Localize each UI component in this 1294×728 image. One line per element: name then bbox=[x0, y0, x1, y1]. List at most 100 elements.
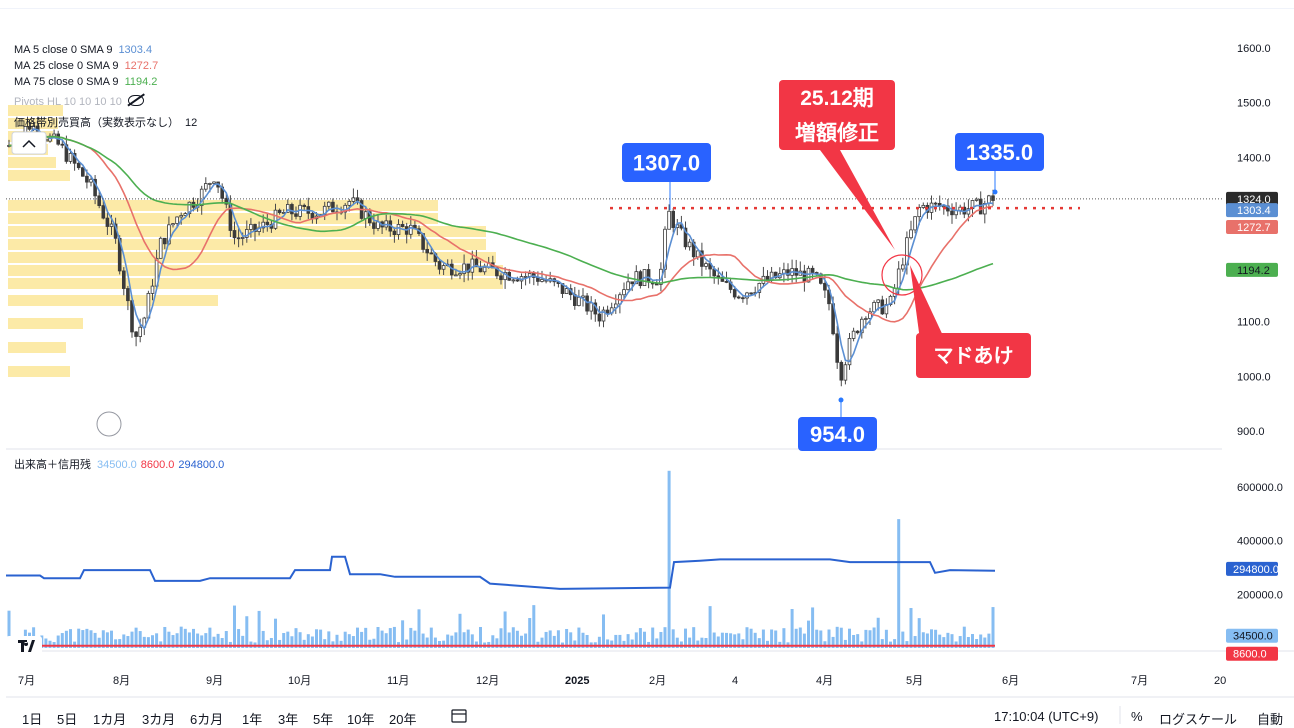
volume-bar bbox=[499, 628, 503, 648]
auto-scale-toggle[interactable]: 自動 bbox=[1257, 712, 1284, 727]
candle-body bbox=[175, 216, 179, 224]
volume-bar bbox=[7, 610, 11, 648]
volume-bar bbox=[187, 632, 191, 648]
volume-bar bbox=[274, 618, 277, 648]
candle-body bbox=[249, 223, 253, 230]
top-border bbox=[0, 8, 1294, 9]
volume-bar bbox=[901, 631, 905, 648]
volume-bar bbox=[491, 635, 495, 648]
legend-ma25[interactable]: MA 25 close 0 SMA 9 1272.7 bbox=[14, 59, 158, 73]
volume-bar bbox=[126, 636, 130, 648]
hidden-eye-icon[interactable] bbox=[127, 95, 144, 106]
candle-body bbox=[101, 205, 106, 219]
candle-body bbox=[162, 237, 167, 245]
chevron-up-icon bbox=[22, 139, 36, 148]
candle-body bbox=[671, 210, 675, 228]
gap-callout-box bbox=[916, 333, 1031, 378]
volume-bar bbox=[745, 627, 749, 648]
volume-tag-margin-label: 294800.0 bbox=[1233, 564, 1279, 576]
candle-body bbox=[950, 210, 954, 216]
candle-body bbox=[581, 295, 585, 298]
candle-body bbox=[408, 224, 413, 235]
volume-bar bbox=[938, 634, 942, 648]
volume-bar bbox=[720, 632, 724, 648]
volume-bar bbox=[983, 637, 987, 648]
volume-bar bbox=[827, 629, 831, 648]
revision-callout-box bbox=[779, 80, 895, 150]
candle-body bbox=[638, 271, 643, 287]
volume-bar bbox=[93, 632, 97, 648]
volume-bar bbox=[425, 637, 429, 648]
volume-bar bbox=[843, 639, 847, 648]
candle-body bbox=[187, 201, 192, 215]
volume-bar bbox=[364, 627, 368, 648]
volume-profile-bar bbox=[8, 252, 496, 263]
candle-body bbox=[872, 302, 876, 313]
volume-bar bbox=[704, 637, 708, 648]
volume-bar bbox=[856, 634, 860, 648]
legend-volume-profile[interactable]: 価格帯別売買高（実数表示なし） 12 bbox=[14, 116, 197, 130]
range-button[interactable]: 3カ月 bbox=[142, 712, 176, 727]
range-button[interactable]: 6カ月 bbox=[190, 712, 224, 727]
volume-bar bbox=[913, 636, 917, 648]
range-button[interactable]: 3年 bbox=[278, 712, 299, 727]
legend-ma25-label: MA 25 close 0 SMA 9 bbox=[14, 60, 119, 72]
candle-body bbox=[294, 213, 298, 217]
range-button[interactable]: 1年 bbox=[242, 712, 263, 727]
volume-bar bbox=[60, 633, 64, 648]
volume-bar bbox=[507, 632, 511, 648]
volume-bar bbox=[48, 640, 52, 648]
volume-bar bbox=[917, 618, 921, 648]
range-button[interactable]: 1日 bbox=[22, 712, 43, 727]
gap-callout-text: マドあけ bbox=[934, 345, 1014, 368]
candle-body bbox=[425, 248, 429, 254]
volume-bar bbox=[893, 639, 897, 648]
candle-body bbox=[757, 282, 762, 293]
range-button[interactable]: 1カ月 bbox=[93, 712, 127, 727]
candle-body bbox=[655, 283, 659, 286]
volume-bar bbox=[269, 637, 273, 648]
range-button[interactable]: 10年 bbox=[347, 712, 375, 727]
volume-bar bbox=[462, 632, 466, 648]
volume-bar bbox=[163, 626, 167, 648]
legend-ma75[interactable]: MA 75 close 0 SMA 9 1194.2 bbox=[14, 75, 157, 89]
volume-bar bbox=[179, 626, 183, 648]
log-scale-toggle[interactable]: ログスケール bbox=[1159, 712, 1238, 727]
volume-bar bbox=[872, 627, 876, 648]
volume-profile-bar bbox=[8, 213, 438, 224]
candle-body bbox=[888, 295, 893, 305]
candle-body bbox=[85, 175, 89, 183]
volume-bar bbox=[220, 638, 224, 648]
legend-pivots[interactable]: Pivots HL 10 10 10 10 bbox=[14, 94, 144, 109]
volume-bar bbox=[991, 607, 995, 648]
time-tick-label: 4月 bbox=[816, 675, 833, 687]
volume-bar bbox=[581, 632, 585, 648]
time-tick-label: 10月 bbox=[288, 675, 311, 687]
candle-body bbox=[933, 202, 938, 205]
candle-body bbox=[540, 279, 544, 282]
candle-body bbox=[134, 331, 138, 337]
volume-bar bbox=[286, 631, 290, 648]
volume-profile-bar bbox=[8, 105, 63, 116]
legend-ma5[interactable]: MA 5 close 0 SMA 9 1303.4 bbox=[14, 43, 152, 57]
candle-body bbox=[737, 296, 741, 299]
candle-body bbox=[978, 198, 983, 215]
volume-bar bbox=[643, 631, 646, 648]
collapse-button bbox=[11, 131, 47, 155]
candle-body bbox=[171, 223, 175, 226]
volume-bar bbox=[429, 627, 433, 648]
range-button[interactable]: 5年 bbox=[313, 712, 334, 727]
percent-toggle[interactable]: % bbox=[1131, 709, 1143, 724]
volume-bar bbox=[175, 633, 179, 648]
price-tag-last bbox=[1226, 191, 1278, 206]
volume-profile-bar bbox=[8, 342, 66, 353]
volume-bar bbox=[876, 617, 880, 648]
range-button[interactable]: 20年 bbox=[389, 712, 417, 727]
range-button[interactable]: 5日 bbox=[57, 712, 78, 727]
volume-bar bbox=[930, 629, 933, 648]
legend-volume[interactable]: 出来高＋信用残 34500.0 8600.0 294800.0 bbox=[14, 458, 224, 472]
candle-body bbox=[626, 281, 630, 291]
candle-body bbox=[696, 250, 700, 258]
volume-bar bbox=[335, 634, 339, 648]
